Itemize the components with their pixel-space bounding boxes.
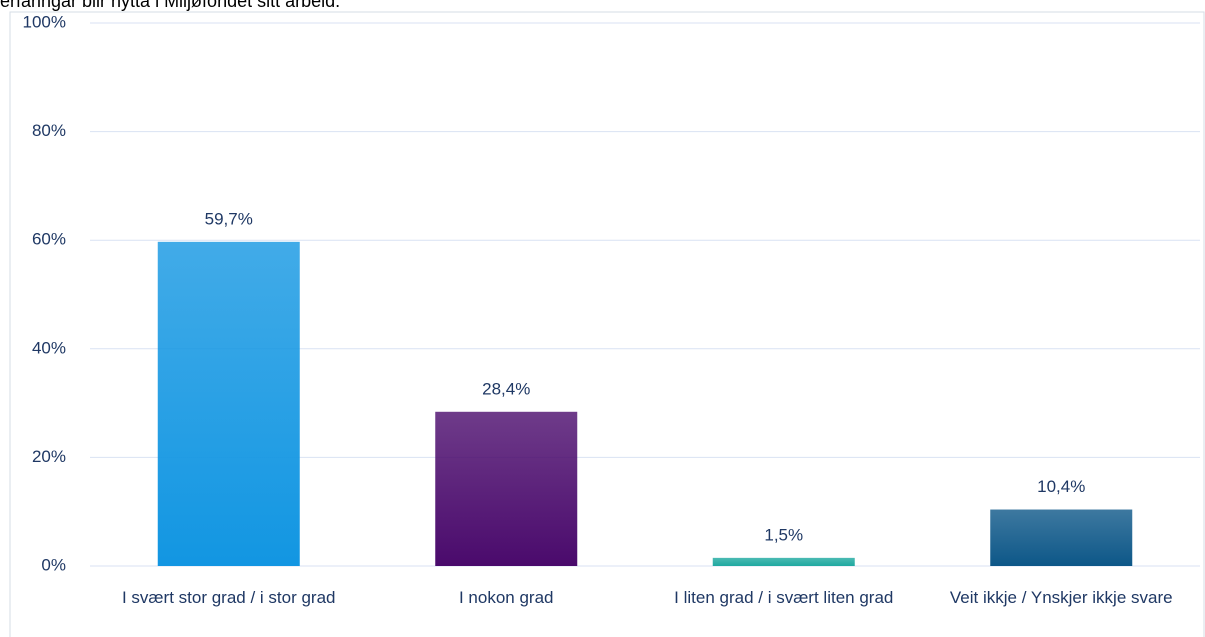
y-tick-label: 60% (32, 230, 66, 249)
y-tick-label: 80% (32, 121, 66, 140)
bar (990, 509, 1133, 566)
x-tick-label: I svært stor grad / i stor grad (121, 588, 336, 607)
data-label: 59,7% (205, 209, 253, 228)
y-tick-label: 20% (32, 447, 66, 466)
bar (157, 241, 300, 567)
x-tick-label: I liten grad / i svært liten grad (674, 588, 894, 607)
y-tick-label: 100% (23, 12, 66, 31)
data-label: 1,5% (764, 525, 803, 544)
chart-title: erfaringar blir nytta i Miljøfondet sitt… (0, 0, 340, 11)
x-tick-label: Veit ikkje / Ynskjer ikkje svare (949, 588, 1173, 607)
y-tick-label: 0% (41, 555, 66, 574)
data-label: 10,4% (1037, 477, 1085, 496)
bar (435, 411, 578, 566)
chart-frame (9, 11, 1205, 637)
data-label: 28,4% (482, 379, 530, 398)
x-tick-label: I nokon grad (458, 588, 554, 607)
y-tick-label: 40% (32, 338, 66, 357)
bar (712, 557, 855, 566)
